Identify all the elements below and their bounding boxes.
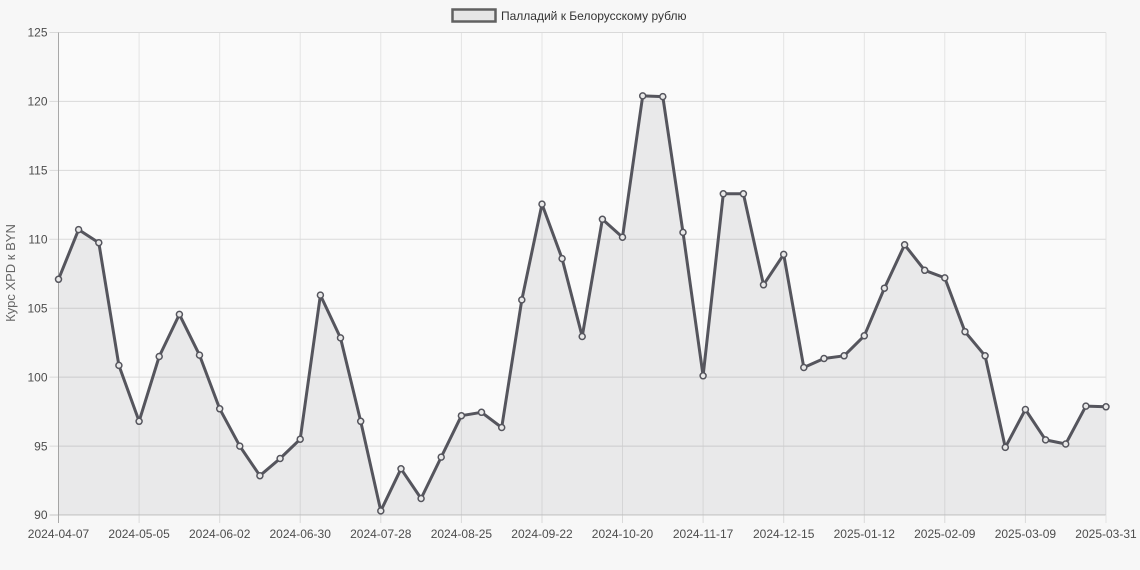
svg-text:Палладий к Белорусскому рублю: Палладий к Белорусскому рублю [501,9,686,23]
svg-text:95: 95 [34,439,48,453]
svg-text:2024-05-05: 2024-05-05 [108,527,170,541]
svg-text:2025-02-09: 2025-02-09 [914,527,976,541]
svg-text:Курс XPD к BYN: Курс XPD к BYN [3,224,18,322]
svg-text:120: 120 [27,95,47,109]
svg-text:100: 100 [27,370,47,384]
svg-text:2024-07-28: 2024-07-28 [350,527,412,541]
svg-text:2025-03-09: 2025-03-09 [995,527,1057,541]
svg-text:2024-08-25: 2024-08-25 [431,527,493,541]
svg-text:2024-09-22: 2024-09-22 [511,527,573,541]
svg-text:2024-11-17: 2024-11-17 [673,527,734,541]
svg-text:2024-12-15: 2024-12-15 [753,527,815,541]
svg-text:125: 125 [27,26,47,40]
svg-text:2025-03-31: 2025-03-31 [1075,527,1137,541]
svg-text:2024-06-02: 2024-06-02 [189,527,251,541]
svg-text:2024-06-30: 2024-06-30 [270,527,332,541]
svg-text:115: 115 [28,164,47,178]
svg-text:2025-01-12: 2025-01-12 [834,527,896,541]
svg-text:2024-04-07: 2024-04-07 [28,527,90,541]
svg-text:110: 110 [28,233,47,247]
svg-text:105: 105 [27,301,47,315]
svg-text:90: 90 [34,508,48,522]
svg-text:2024-10-20: 2024-10-20 [592,527,654,541]
